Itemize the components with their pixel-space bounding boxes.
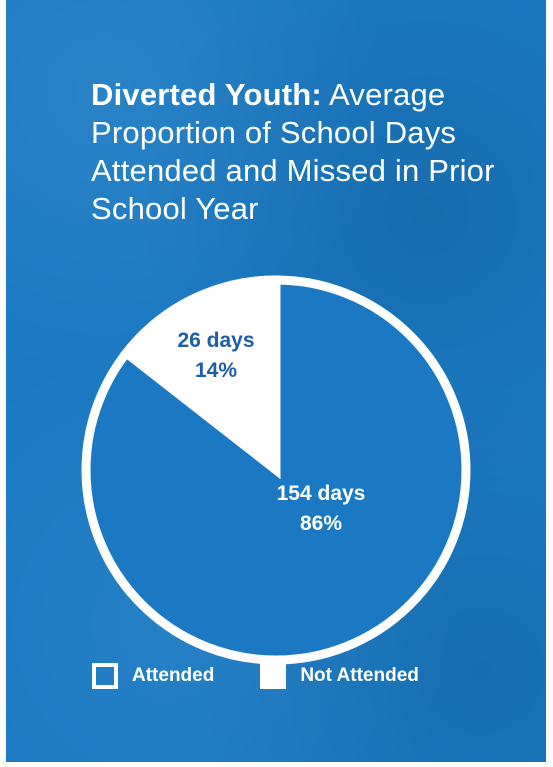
- slice-label-days-not-attended: 26 days: [177, 329, 254, 352]
- chart-legend: Attended Not Attended: [92, 663, 465, 689]
- slice-label-pct-not-attended: 14%: [195, 359, 237, 382]
- chart-card: Diverted Youth: Average Proportion of Sc…: [6, 0, 546, 762]
- pie-chart: 154 days 86% 26 days 14%: [81, 275, 471, 665]
- chart-title: Diverted Youth: Average Proportion of Sc…: [91, 76, 531, 228]
- chart-title-rest: Average Proportion of School Days Attend…: [91, 77, 495, 226]
- legend-swatch-not-attended: [260, 663, 287, 689]
- pie-slice-not-attended: [119, 275, 281, 480]
- legend-swatch-attended: [92, 663, 118, 689]
- chart-title-bold: Diverted Youth:: [91, 77, 322, 112]
- slice-label-days-attended: 154 days: [277, 482, 366, 505]
- slice-label-pct-attended: 86%: [300, 512, 342, 535]
- legend-item-not-attended: Not Attended: [260, 663, 419, 689]
- legend-label-not-attended: Not Attended: [300, 665, 419, 686]
- legend-item-attended: Attended: [92, 663, 214, 689]
- legend-label-attended: Attended: [132, 665, 215, 686]
